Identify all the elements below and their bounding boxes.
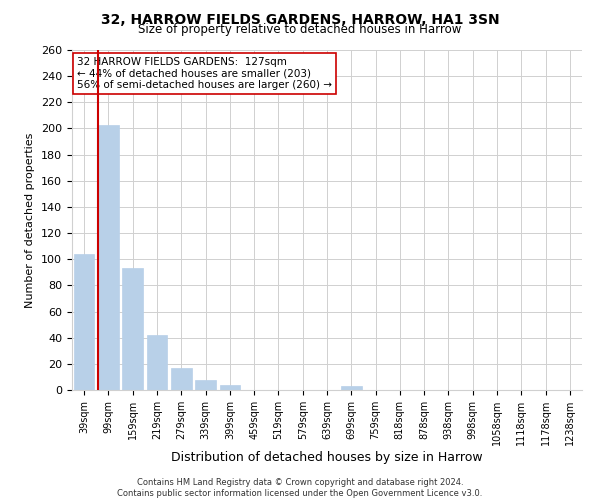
Text: Size of property relative to detached houses in Harrow: Size of property relative to detached ho… [139,22,461,36]
Bar [341,386,362,390]
Bar [171,368,191,390]
Text: Contains HM Land Registry data © Crown copyright and database right 2024.
Contai: Contains HM Land Registry data © Crown c… [118,478,482,498]
Bar [98,124,119,390]
X-axis label: Distribution of detached houses by size in Harrow: Distribution of detached houses by size … [171,450,483,464]
Bar [220,385,240,390]
Bar [195,380,216,390]
Bar [74,254,94,390]
Text: 32 HARROW FIELDS GARDENS:  127sqm
← 44% of detached houses are smaller (203)
56%: 32 HARROW FIELDS GARDENS: 127sqm ← 44% o… [77,57,332,90]
Bar [146,335,167,390]
Y-axis label: Number of detached properties: Number of detached properties [25,132,35,308]
Bar [122,268,143,390]
Text: 32, HARROW FIELDS GARDENS, HARROW, HA1 3SN: 32, HARROW FIELDS GARDENS, HARROW, HA1 3… [101,12,499,26]
